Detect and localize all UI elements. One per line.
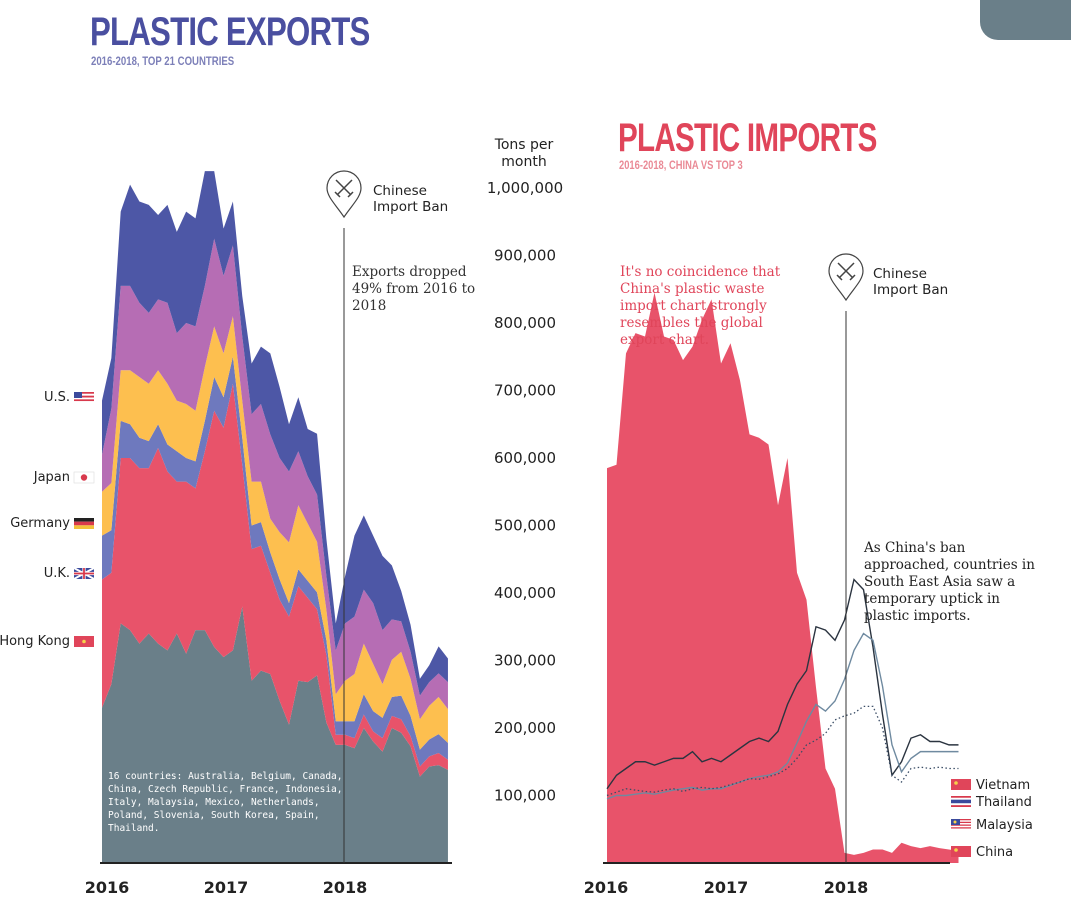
exports-x-tick: 2018 xyxy=(323,878,368,897)
y-tick: 100,000 xyxy=(494,787,556,805)
legend-label: Japan xyxy=(33,470,70,485)
vietnam-flag-icon xyxy=(951,779,971,790)
legend-china: China xyxy=(951,845,1013,860)
exports-x-tick: 2017 xyxy=(204,878,249,897)
imports-area-chart xyxy=(606,292,959,863)
imports-x-tick: 2017 xyxy=(704,878,749,897)
legend-germany: Germany xyxy=(10,516,94,531)
asia-note: As China's ban approached, countries in … xyxy=(864,540,1035,624)
area-germany xyxy=(102,316,448,750)
imports-subtitle: 2016-2018, CHINA VS TOP 3 xyxy=(619,158,743,172)
imports-title: PLASTIC IMPORTS xyxy=(618,116,877,160)
legend-label: China xyxy=(976,845,1013,860)
imports-ban-label: Chinese Import Ban xyxy=(873,266,949,298)
hong-kong-flag-icon xyxy=(74,636,94,647)
china-flag-icon xyxy=(951,846,971,857)
imports-ban-pin-icon xyxy=(828,253,864,302)
legend-label: U.K. xyxy=(44,566,70,581)
japan-flag-icon xyxy=(73,471,95,484)
legend-label: Germany xyxy=(10,516,70,531)
exports-x-tick: 2016 xyxy=(85,878,130,897)
exports-ban-pin-icon xyxy=(326,170,362,219)
area-china xyxy=(607,292,959,863)
corner-tab xyxy=(980,0,1071,40)
legend-label: Thailand xyxy=(975,795,1032,810)
line-thailand xyxy=(606,632,959,800)
legend-label: U.S. xyxy=(44,390,70,405)
y-tick: 700,000 xyxy=(494,382,556,400)
us-flag-icon xyxy=(74,392,94,403)
exports-note: Exports dropped 49% from 2016 to 2018 xyxy=(352,264,476,314)
y-tick: 200,000 xyxy=(494,719,556,737)
legend-hong-kong: Hong Kong xyxy=(0,634,94,649)
others-note: 16 countries: Australia, Belgium, Canada… xyxy=(108,771,343,834)
area-us xyxy=(102,171,448,696)
legend-label: Hong Kong xyxy=(0,634,70,649)
y-tick: 1,000,000 xyxy=(487,179,563,197)
germany-flag-icon xyxy=(74,518,94,529)
line-malaysia xyxy=(606,705,959,797)
legend-label: Malaysia xyxy=(976,818,1033,833)
exports-subtitle: 2016-2018, TOP 21 COUNTRIES xyxy=(91,54,235,68)
exports-title: PLASTIC EXPORTS xyxy=(90,10,370,54)
y-tick: 800,000 xyxy=(494,314,556,332)
exports-area-chart xyxy=(102,171,448,863)
legend-vietnam: Vietnam xyxy=(951,778,1030,793)
legend-thailand: Thailand xyxy=(951,795,1032,810)
area-uk xyxy=(102,356,448,767)
line-vietnam xyxy=(606,578,959,790)
malaysia-flag-icon xyxy=(951,819,971,830)
imports-note: It's no coincidence that China's plastic… xyxy=(620,264,781,348)
y-tick: 900,000 xyxy=(494,247,556,265)
legend-uk: U.K. xyxy=(44,566,95,581)
area-hong-kong xyxy=(102,383,448,777)
exports-ban-label: Chinese Import Ban xyxy=(373,183,449,215)
legend-japan: Japan xyxy=(33,470,95,485)
y-tick: 500,000 xyxy=(494,517,556,535)
legend-malaysia: Malaysia xyxy=(951,818,1033,833)
imports-x-tick: 2016 xyxy=(584,878,629,897)
area-japan xyxy=(102,238,448,720)
y-tick: 600,000 xyxy=(494,449,556,467)
legend-us: U.S. xyxy=(44,390,94,405)
area-others xyxy=(102,606,448,863)
uk-flag-icon xyxy=(73,567,95,580)
legend-label: Vietnam xyxy=(976,778,1030,793)
y-axis-title: Tons per month xyxy=(494,137,554,170)
y-tick: 300,000 xyxy=(494,652,556,670)
imports-x-tick: 2018 xyxy=(824,878,869,897)
thailand-flag-icon xyxy=(951,796,971,807)
y-tick: 400,000 xyxy=(494,584,556,602)
